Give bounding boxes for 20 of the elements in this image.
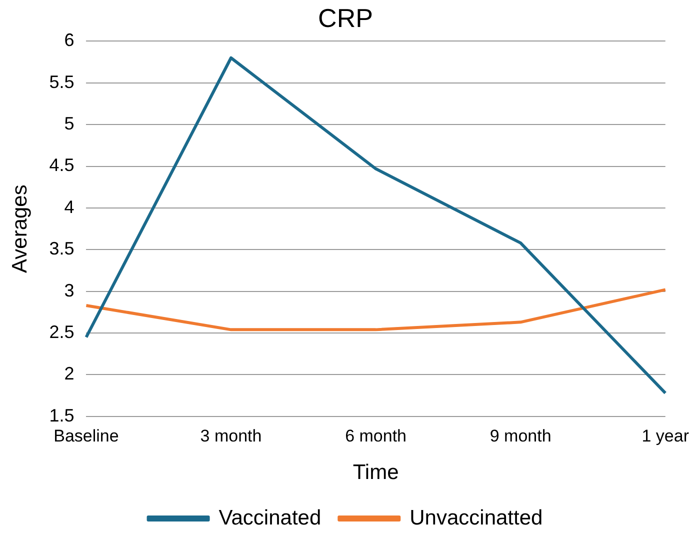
- y-tick-label: 3: [64, 280, 74, 300]
- x-tick-label: 9 month: [490, 426, 552, 446]
- y-tick-label: 5: [64, 114, 74, 134]
- y-tick-label: 2.5: [49, 322, 74, 342]
- y-tick-label: 4.5: [49, 155, 74, 176]
- y-tick-label: 5.5: [49, 72, 74, 92]
- legend-label: Vaccinated: [218, 506, 322, 530]
- x-tick-label: 1 year: [642, 426, 690, 446]
- y-tick-label: 4: [64, 196, 74, 217]
- y-axis-title: Averages: [8, 184, 32, 273]
- legend-label: Unvaccinatted: [410, 506, 543, 530]
- x-axis-title: Time: [352, 461, 399, 484]
- y-tick-label: 6: [64, 30, 74, 50]
- x-tick-label: 6 month: [345, 426, 407, 446]
- chart-title: CRP: [318, 2, 373, 33]
- x-tick-label: Baseline: [54, 426, 119, 446]
- y-tick-label: 1.5: [49, 405, 74, 426]
- y-tick-label: 3.5: [49, 238, 74, 259]
- y-tick-label: 2: [64, 364, 74, 384]
- x-tick-label: 3 month: [200, 426, 262, 446]
